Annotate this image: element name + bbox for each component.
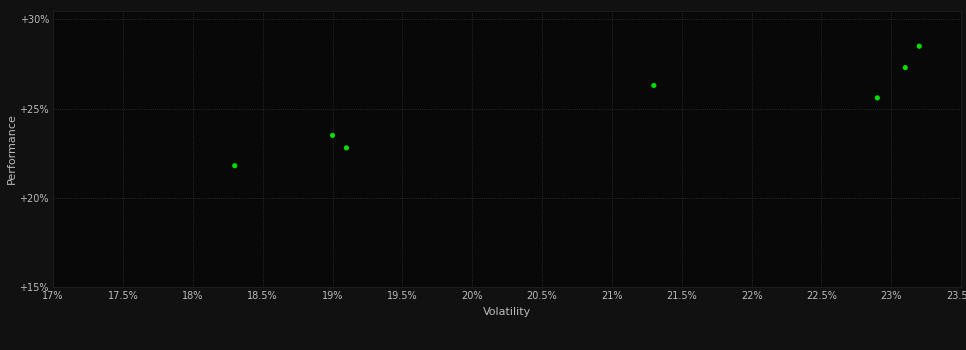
Point [339,145,355,150]
Y-axis label: Performance: Performance [7,113,16,184]
Point [869,95,885,101]
Point [227,163,242,168]
Point [912,43,927,49]
X-axis label: Volatility: Volatility [483,307,531,317]
Point [325,133,340,138]
Point [646,83,662,88]
Point [897,65,913,70]
